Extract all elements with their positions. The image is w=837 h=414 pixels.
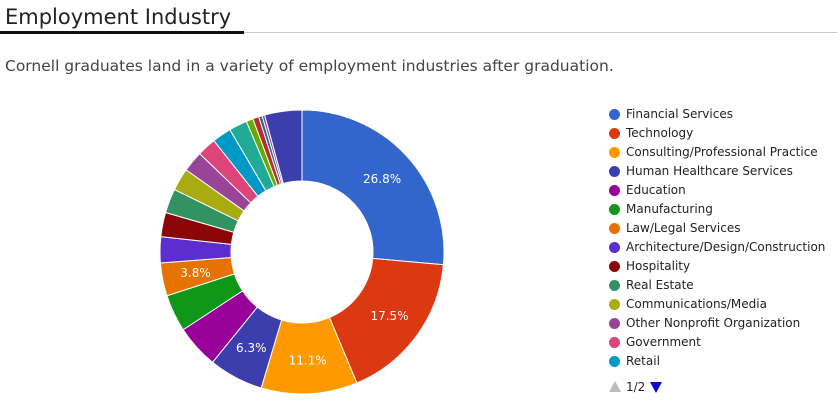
legend-swatch bbox=[609, 185, 620, 196]
legend-label: Architecture/Design/Construction bbox=[626, 240, 826, 254]
pager-text: 1/2 bbox=[626, 380, 646, 394]
title-underline bbox=[0, 31, 244, 34]
legend-label: Manufacturing bbox=[626, 202, 713, 216]
legend-swatch bbox=[609, 242, 620, 253]
legend-swatch bbox=[609, 223, 620, 234]
legend-swatch bbox=[609, 128, 620, 139]
legend-swatch bbox=[609, 356, 620, 367]
legend-swatch bbox=[609, 109, 620, 120]
legend-label: Real Estate bbox=[626, 278, 694, 292]
legend-swatch bbox=[609, 166, 620, 177]
page-title: Employment Industry bbox=[5, 5, 232, 29]
slice-data-label: 26.8% bbox=[363, 172, 401, 186]
legend-label: Technology bbox=[626, 126, 694, 140]
legend-label: Other Nonprofit Organization bbox=[626, 316, 801, 330]
pie-slice[interactable] bbox=[301, 109, 445, 266]
legend-swatch bbox=[609, 337, 620, 348]
pie-slice[interactable] bbox=[263, 109, 303, 185]
slice-data-label: 6.3% bbox=[236, 341, 267, 355]
legend-swatch bbox=[609, 147, 620, 158]
donut-chart: 26.8% 17.5% 11.1% 6.3% 3.8% bbox=[159, 109, 445, 395]
slice-data-label: 3.8% bbox=[180, 266, 211, 280]
pie-slice[interactable] bbox=[328, 257, 444, 384]
legend-label: Retail bbox=[626, 354, 660, 368]
title-bar: Employment Industry bbox=[0, 0, 837, 40]
legend-label: Financial Services bbox=[626, 107, 733, 121]
legend-swatch bbox=[609, 204, 620, 215]
legend-label: Law/Legal Services bbox=[626, 221, 741, 235]
legend-swatch bbox=[609, 318, 620, 329]
legend-swatch bbox=[609, 261, 620, 272]
legend-label: Government bbox=[626, 335, 701, 349]
legend-label: Communications/Media bbox=[626, 297, 767, 311]
slice-data-label: 11.1% bbox=[289, 353, 327, 367]
slice-data-label: 17.5% bbox=[370, 309, 408, 323]
legend-label: Hospitality bbox=[626, 259, 691, 273]
legend-label: Consulting/Professional Practice bbox=[626, 145, 818, 159]
pager-next-icon[interactable] bbox=[650, 382, 662, 393]
legend-swatch bbox=[609, 299, 620, 310]
pager-prev-icon[interactable] bbox=[609, 381, 621, 392]
legend-label: Education bbox=[626, 183, 686, 197]
legend-swatch bbox=[609, 280, 620, 291]
title-divider bbox=[0, 32, 837, 33]
legend-label: Human Healthcare Services bbox=[626, 164, 793, 178]
page-subtitle: Cornell graduates land in a variety of e… bbox=[5, 57, 614, 75]
